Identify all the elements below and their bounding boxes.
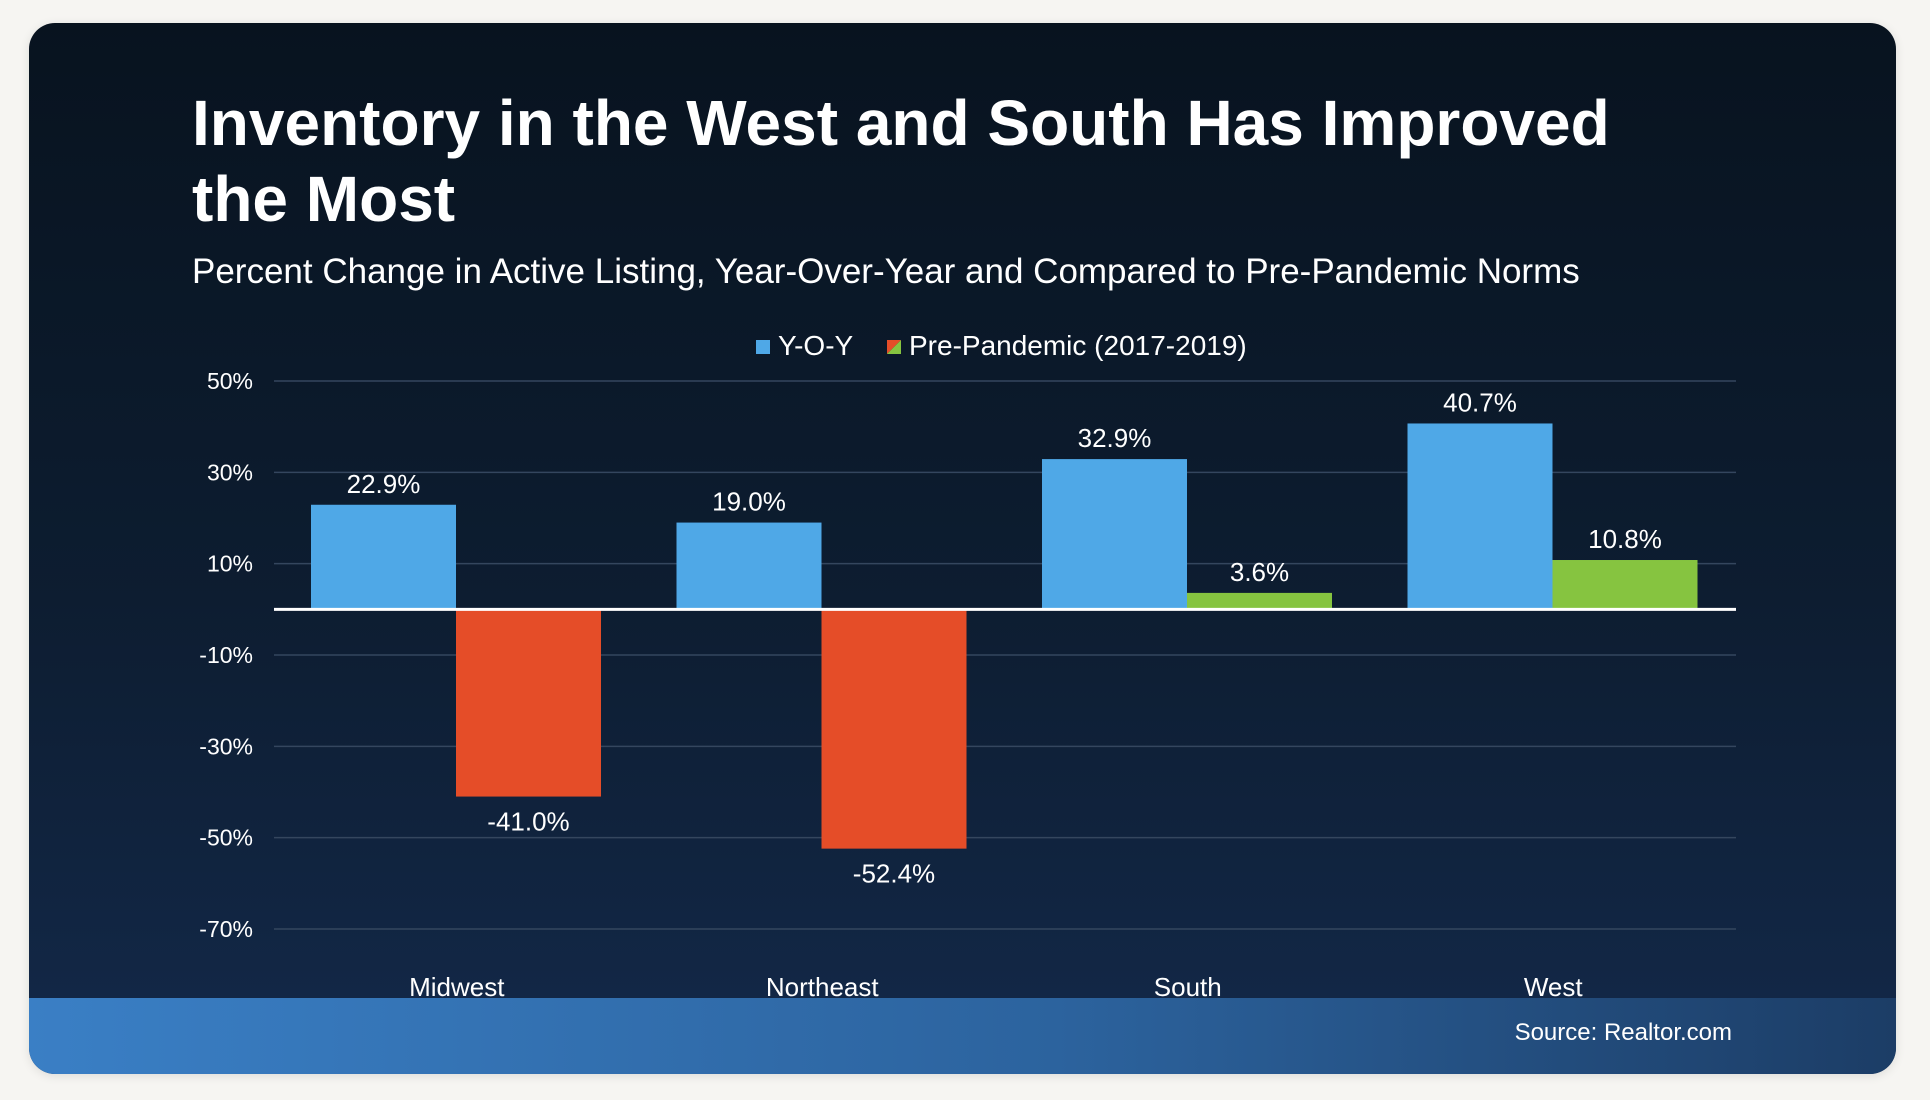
bar-yoy	[1407, 423, 1553, 610]
data-label: 10.8%	[1588, 524, 1662, 554]
chart-title: Inventory in the West and South Has Impr…	[192, 87, 1610, 235]
data-label: 22.9%	[347, 469, 421, 499]
data-label: -41.0%	[487, 807, 569, 837]
bar-pre-pandemic	[1187, 592, 1332, 610]
y-tick-label: -10%	[199, 642, 253, 668]
data-label: 40.7%	[1443, 387, 1517, 417]
legend-label-yoy: Y-O-Y	[778, 330, 854, 361]
legend-label-pre-pandemic: Pre-Pandemic (2017-2019)	[909, 330, 1247, 361]
chart-subtitle: Percent Change in Active Listing, Year-O…	[192, 252, 1580, 291]
chart-card: Inventory in the West and South Has Impr…	[29, 23, 1896, 1074]
x-tick-label: Midwest	[409, 972, 505, 998]
y-tick-label: -50%	[199, 825, 253, 851]
legend-swatch-pre-pandemic-positive	[887, 340, 901, 354]
data-label: 19.0%	[712, 487, 786, 517]
y-tick-label: 30%	[207, 459, 253, 485]
chart-legend: Y-O-Y Pre-Pandemic (2017-2019)	[756, 330, 1247, 361]
chart-bars	[311, 423, 1698, 849]
chart-data-labels: 22.9% -41.0% 19.0% -52.4% 32.9% 3.6% 40.7% 10.8…	[347, 387, 1662, 888]
y-tick-label: 10%	[207, 551, 253, 577]
bar-pre-pandemic	[456, 609, 601, 797]
bar-pre-pandemic	[821, 609, 967, 849]
y-tick-label: -30%	[199, 733, 253, 759]
y-tick-label: -70%	[199, 916, 253, 942]
source-note: Source: Realtor.com	[1514, 1019, 1732, 1046]
chart-grid: 50% 30% 10% -10% -30% -50% -70%	[199, 368, 1736, 942]
bar-yoy	[311, 504, 456, 610]
data-label: -52.4%	[853, 859, 935, 889]
bar-pre-pandemic	[1552, 560, 1698, 610]
bar-chart: Y-O-Y Pre-Pandemic (2017-2019) 50% 30% 10% -…	[199, 330, 1736, 998]
x-tick-label: Northeast	[766, 972, 879, 998]
footer-bar: Source: Realtor.com	[29, 998, 1896, 1074]
data-label: 32.9%	[1078, 423, 1152, 453]
bar-yoy	[1042, 459, 1187, 610]
data-label: 3.6%	[1230, 557, 1289, 587]
bar-yoy	[676, 522, 822, 610]
y-tick-label: 50%	[207, 368, 253, 394]
legend-swatch-yoy	[756, 340, 770, 354]
chart-x-axis: Midwest Northeast South West	[274, 607, 1736, 998]
x-tick-label: West	[1524, 972, 1584, 998]
x-tick-label: South	[1154, 972, 1222, 998]
